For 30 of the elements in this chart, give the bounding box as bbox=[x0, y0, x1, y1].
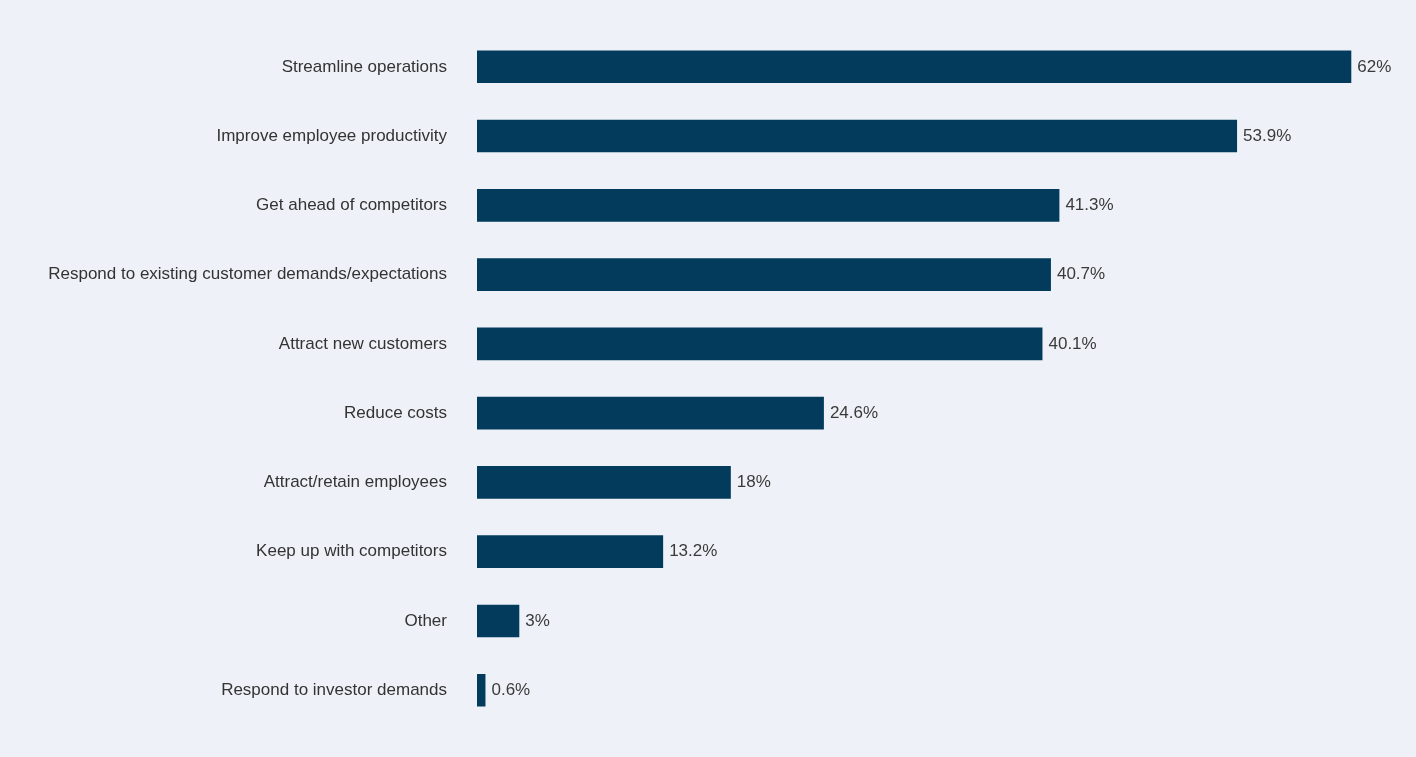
y-tick-label: Respond to existing customer demands/expectations bbox=[48, 264, 447, 284]
data-label: 62% bbox=[1357, 56, 1392, 76]
data-label: 41.3% bbox=[1065, 195, 1114, 215]
data-label: 40.7% bbox=[1056, 264, 1106, 284]
y-tick-label: Reduce costs bbox=[344, 402, 447, 422]
y-tick-label: Attract/retain employees bbox=[263, 472, 447, 492]
bar bbox=[477, 119, 1238, 153]
bar bbox=[477, 50, 1352, 84]
bar bbox=[477, 396, 824, 430]
data-label: 3% bbox=[525, 610, 550, 630]
data-label: 13.2% bbox=[669, 541, 718, 561]
data-label: 53.9% bbox=[1243, 125, 1292, 145]
y-tick-label: Other bbox=[404, 610, 448, 630]
bar bbox=[477, 258, 1051, 291]
bar bbox=[477, 535, 664, 568]
bar bbox=[477, 327, 1043, 361]
y-tick-label: Keep up with competitors bbox=[256, 541, 447, 561]
bar bbox=[477, 466, 731, 499]
y-tick-label: Streamline operations bbox=[281, 56, 447, 76]
data-label: 40.1% bbox=[1048, 333, 1097, 353]
data-label: 18% bbox=[736, 472, 771, 492]
y-tick-label: Get ahead of competitors bbox=[256, 195, 447, 215]
y-tick-label: Improve employee productivity bbox=[216, 125, 448, 145]
y-tick-label: Attract new customers bbox=[278, 333, 447, 353]
y-tick-label: Respond to investor demands bbox=[221, 679, 447, 699]
bar bbox=[477, 189, 1060, 222]
bar bbox=[477, 604, 520, 638]
bar bbox=[477, 673, 486, 707]
data-label: 0.6% bbox=[491, 679, 531, 699]
data-label: 24.6% bbox=[829, 402, 879, 422]
